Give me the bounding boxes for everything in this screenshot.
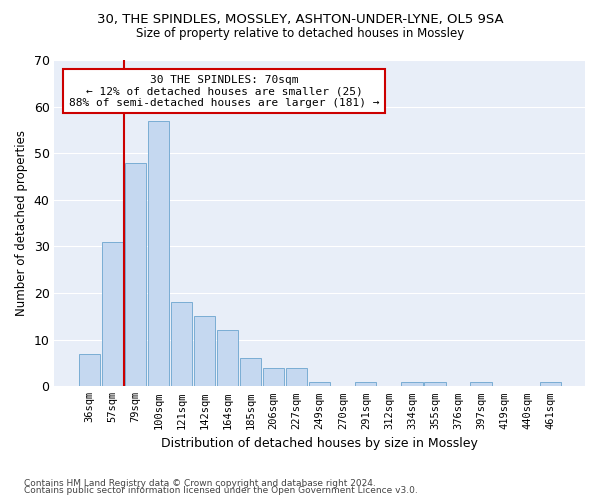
Text: Contains public sector information licensed under the Open Government Licence v3: Contains public sector information licen… <box>24 486 418 495</box>
Bar <box>539 382 561 386</box>
Text: 30 THE SPINDLES: 70sqm
← 12% of detached houses are smaller (25)
88% of semi-det: 30 THE SPINDLES: 70sqm ← 12% of detached… <box>69 74 379 108</box>
Bar <box>240 358 261 386</box>
Bar <box>217 330 238 386</box>
Bar <box>401 382 422 386</box>
Bar <box>171 302 192 386</box>
Bar <box>79 354 100 386</box>
Text: 30, THE SPINDLES, MOSSLEY, ASHTON-UNDER-LYNE, OL5 9SA: 30, THE SPINDLES, MOSSLEY, ASHTON-UNDER-… <box>97 12 503 26</box>
Bar <box>101 242 123 386</box>
Bar <box>424 382 446 386</box>
Y-axis label: Number of detached properties: Number of detached properties <box>15 130 28 316</box>
Bar <box>263 368 284 386</box>
Bar <box>309 382 331 386</box>
Text: Size of property relative to detached houses in Mossley: Size of property relative to detached ho… <box>136 28 464 40</box>
Bar <box>355 382 376 386</box>
Bar <box>194 316 215 386</box>
Bar <box>286 368 307 386</box>
X-axis label: Distribution of detached houses by size in Mossley: Distribution of detached houses by size … <box>161 437 478 450</box>
Text: Contains HM Land Registry data © Crown copyright and database right 2024.: Contains HM Land Registry data © Crown c… <box>24 478 376 488</box>
Bar <box>125 162 146 386</box>
Bar <box>470 382 492 386</box>
Bar <box>148 120 169 386</box>
